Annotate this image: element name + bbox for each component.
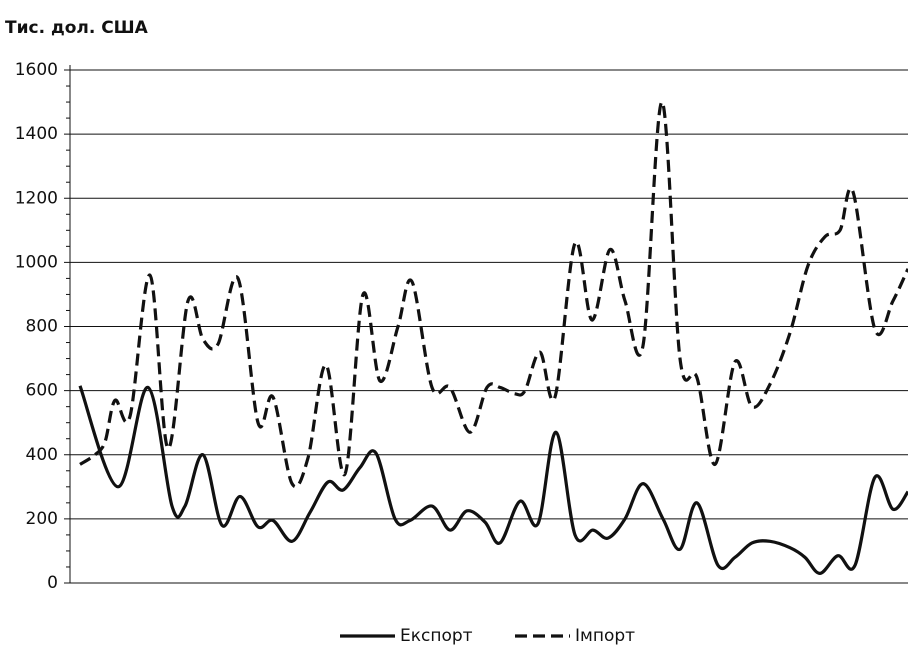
- y-tick-label: 1200: [15, 188, 58, 208]
- y-tick-label: 400: [26, 445, 58, 465]
- y-tick-label: 1000: [15, 252, 58, 272]
- chart-title: Тис. дол. США: [5, 18, 149, 38]
- y-tick-label: 200: [26, 509, 58, 529]
- legend-label: Імпорт: [575, 626, 635, 646]
- y-tick-label: 800: [26, 317, 58, 337]
- y-tick-label: 600: [26, 381, 58, 401]
- data-line: [78, 385, 908, 575]
- y-tick-label: 0: [47, 573, 58, 593]
- data-line: [79, 100, 908, 489]
- y-tick-label: 1400: [15, 124, 58, 144]
- legend-label: Експорт: [400, 626, 473, 646]
- y-tick-label: 1600: [15, 60, 58, 80]
